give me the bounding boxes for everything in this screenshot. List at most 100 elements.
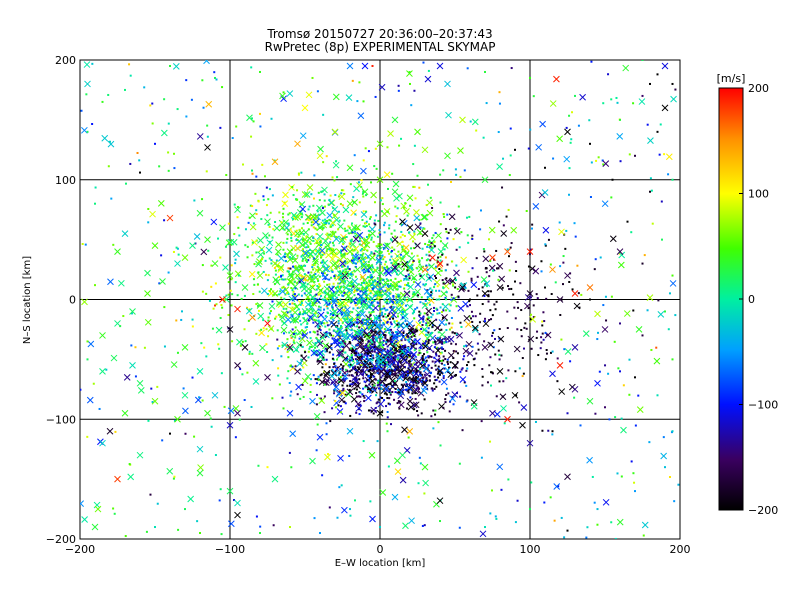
- scatter-point: [362, 271, 365, 274]
- scatter-point: [332, 161, 340, 169]
- scatter-point: [319, 239, 322, 242]
- scatter-point: [378, 368, 385, 376]
- scatter-point: [444, 398, 447, 401]
- scatter-point: [127, 473, 135, 481]
- scatter-point: [176, 351, 179, 354]
- scatter-point: [176, 108, 179, 111]
- scatter-point: [396, 288, 399, 291]
- scatter-point: [646, 294, 654, 302]
- scatter-point: [504, 248, 511, 255]
- scatter-point: [320, 243, 323, 246]
- scatter-point: [407, 346, 410, 349]
- scatter-point: [450, 376, 453, 379]
- scatter-point: [440, 347, 443, 350]
- scatter-point: [337, 339, 340, 342]
- scatter-point: [407, 495, 410, 498]
- scatter-point: [407, 360, 410, 363]
- scatter-point: [472, 326, 479, 334]
- scatter-point: [390, 232, 393, 235]
- scatter-point: [390, 249, 393, 252]
- scatter-point: [500, 354, 503, 357]
- scatter-point: [457, 295, 460, 298]
- scatter-point: [332, 298, 335, 301]
- scatter-point: [615, 96, 618, 99]
- scatter-point: [392, 305, 395, 308]
- scatter-point: [447, 351, 455, 359]
- scatter-point: [374, 410, 377, 413]
- scatter-point: [422, 365, 430, 373]
- scatter-point: [191, 376, 194, 379]
- scatter-point: [212, 307, 215, 310]
- scatter-point: [421, 463, 429, 471]
- scatter-point: [144, 269, 151, 277]
- scatter-point: [431, 206, 434, 209]
- scatter-point: [366, 352, 369, 355]
- scatter-point: [398, 325, 401, 328]
- scatter-point: [193, 199, 196, 202]
- scatter-point: [445, 387, 448, 390]
- scatter-point: [468, 315, 471, 318]
- scatter-point: [483, 250, 486, 253]
- scatter-point: [437, 256, 440, 259]
- scatter-point: [571, 385, 579, 393]
- scatter-point: [380, 354, 383, 357]
- scatter-point: [341, 372, 349, 380]
- scatter-point: [356, 343, 359, 346]
- scatter-point: [259, 344, 266, 352]
- scatter-point: [674, 88, 677, 91]
- scatter-point: [602, 160, 610, 168]
- scatter-point: [549, 351, 552, 354]
- scatter-point: [374, 279, 377, 282]
- scatter-point: [427, 316, 430, 319]
- scatter-point: [342, 365, 345, 368]
- scatter-point: [293, 216, 296, 219]
- scatter-point: [406, 397, 414, 405]
- scatter-point: [420, 265, 423, 268]
- scatter-point: [429, 287, 432, 290]
- scatter-point: [333, 275, 336, 278]
- scatter-point: [312, 204, 315, 207]
- scatter-point: [277, 255, 285, 262]
- scatter-point: [344, 261, 347, 264]
- scatter-point: [467, 289, 470, 292]
- scatter-point: [466, 234, 469, 237]
- scatter-point: [328, 328, 331, 331]
- scatter-point: [282, 278, 285, 281]
- scatter-point: [321, 261, 324, 264]
- scatter-point: [129, 162, 132, 165]
- scatter-point: [271, 290, 279, 297]
- scatter-point: [435, 354, 438, 357]
- scatter-point: [250, 405, 253, 408]
- scatter-point: [501, 286, 504, 289]
- scatter-point: [329, 249, 332, 252]
- scatter-point: [444, 296, 447, 299]
- scatter-point: [169, 64, 171, 67]
- scatter-point: [287, 345, 295, 353]
- scatter-point: [619, 118, 621, 121]
- scatter-point: [166, 214, 174, 222]
- scatter-point: [329, 378, 337, 386]
- scatter-point: [307, 228, 310, 231]
- scatter-point: [366, 354, 369, 357]
- scatter-point: [339, 376, 342, 379]
- scatter-point: [237, 274, 240, 277]
- scatter-point: [415, 369, 418, 372]
- scatter-point: [123, 374, 131, 381]
- scatter-point: [194, 242, 197, 245]
- scatter-point: [349, 183, 352, 186]
- scatter-point: [352, 196, 355, 199]
- scatter-point: [369, 377, 376, 385]
- scatter-point: [326, 312, 329, 315]
- scatter-point: [419, 312, 422, 315]
- scatter-point: [302, 366, 305, 369]
- scatter-point: [338, 373, 341, 376]
- scatter-point: [363, 222, 366, 225]
- scatter-point: [462, 347, 470, 355]
- scatter-point: [346, 265, 349, 268]
- scatter-point: [259, 112, 261, 115]
- scatter-point: [373, 252, 376, 255]
- scatter-point: [282, 191, 289, 199]
- scatter-point: [475, 352, 478, 355]
- scatter-point: [436, 338, 444, 345]
- scatter-point: [266, 239, 274, 247]
